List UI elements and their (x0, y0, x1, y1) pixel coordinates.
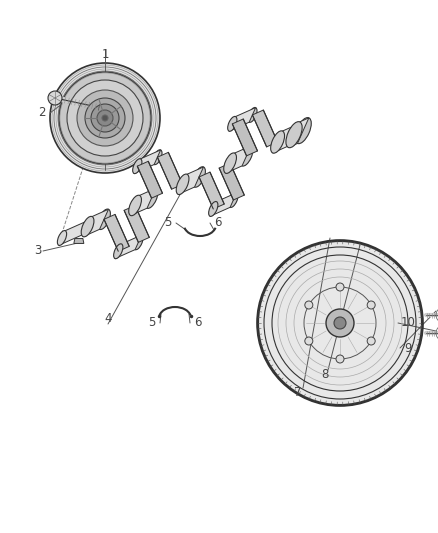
Ellipse shape (153, 150, 162, 165)
Circle shape (97, 110, 113, 126)
Polygon shape (134, 150, 161, 173)
Polygon shape (104, 214, 129, 251)
Ellipse shape (287, 124, 301, 146)
Circle shape (77, 90, 133, 146)
Polygon shape (124, 205, 149, 243)
Text: 5: 5 (164, 216, 172, 230)
Circle shape (336, 283, 344, 291)
Ellipse shape (57, 231, 67, 246)
Polygon shape (74, 238, 84, 244)
Ellipse shape (248, 108, 257, 123)
Text: 1: 1 (101, 49, 109, 61)
Text: 3: 3 (34, 245, 42, 257)
Polygon shape (229, 108, 256, 131)
Ellipse shape (113, 244, 123, 259)
Circle shape (102, 115, 108, 121)
Circle shape (67, 80, 143, 156)
Polygon shape (83, 209, 109, 237)
Polygon shape (252, 110, 278, 147)
Ellipse shape (134, 235, 143, 250)
Polygon shape (288, 118, 309, 148)
Polygon shape (219, 163, 244, 200)
Circle shape (50, 63, 160, 173)
Circle shape (258, 241, 422, 405)
Ellipse shape (176, 174, 189, 195)
Ellipse shape (229, 192, 238, 207)
Circle shape (59, 72, 151, 164)
Ellipse shape (208, 201, 218, 216)
Ellipse shape (81, 216, 94, 237)
Circle shape (305, 337, 313, 345)
Polygon shape (115, 235, 141, 259)
Text: 7: 7 (294, 386, 302, 400)
Ellipse shape (286, 122, 302, 148)
Circle shape (367, 337, 375, 345)
Ellipse shape (145, 188, 158, 208)
Text: 6: 6 (214, 216, 222, 230)
Circle shape (91, 104, 119, 132)
Ellipse shape (98, 209, 110, 230)
Text: 10: 10 (401, 317, 415, 329)
Ellipse shape (240, 146, 253, 166)
Circle shape (334, 317, 346, 329)
Circle shape (48, 91, 62, 105)
Text: 4: 4 (104, 311, 112, 325)
Circle shape (85, 98, 125, 138)
Polygon shape (59, 219, 91, 245)
Text: 6: 6 (194, 317, 202, 329)
Circle shape (326, 309, 354, 337)
Ellipse shape (133, 159, 142, 174)
Circle shape (305, 301, 313, 309)
Ellipse shape (129, 195, 141, 216)
Polygon shape (157, 152, 183, 189)
Ellipse shape (193, 167, 205, 187)
Text: 9: 9 (404, 342, 412, 354)
Text: 5: 5 (148, 317, 155, 329)
Ellipse shape (83, 219, 92, 234)
Ellipse shape (224, 153, 237, 173)
Ellipse shape (271, 131, 285, 153)
Ellipse shape (228, 116, 237, 131)
Polygon shape (273, 124, 299, 153)
Text: 8: 8 (321, 368, 328, 382)
Polygon shape (199, 172, 224, 209)
Polygon shape (131, 188, 156, 215)
Polygon shape (137, 161, 162, 198)
Circle shape (367, 301, 375, 309)
Circle shape (336, 355, 344, 363)
Polygon shape (210, 193, 237, 216)
Polygon shape (226, 146, 251, 173)
Polygon shape (232, 119, 258, 156)
Polygon shape (178, 167, 204, 195)
Ellipse shape (295, 118, 311, 144)
Text: 2: 2 (38, 107, 46, 119)
